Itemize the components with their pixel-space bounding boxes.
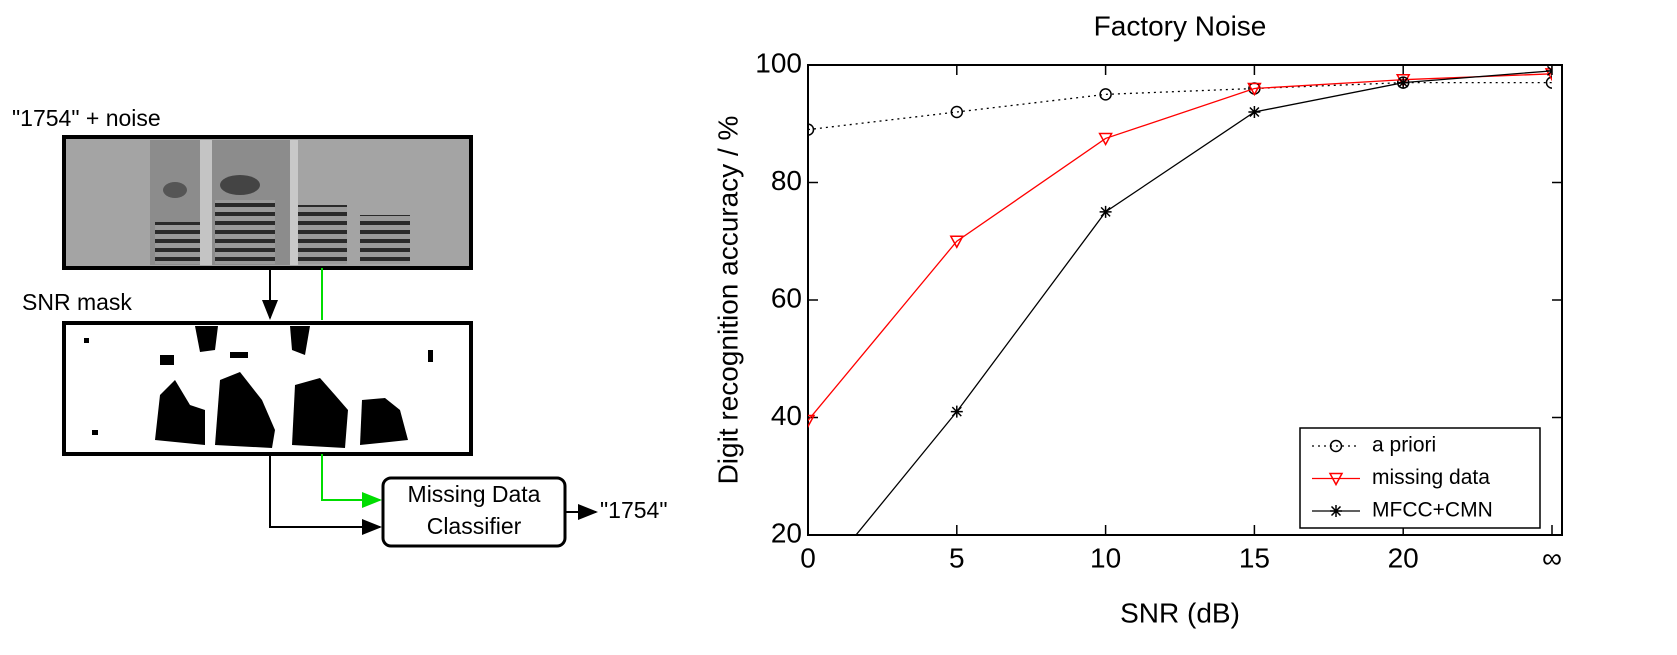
output-label: "1754" xyxy=(600,497,668,523)
mask-texture xyxy=(84,326,433,448)
marker xyxy=(1099,88,1112,101)
series-line xyxy=(808,73,1552,421)
series-group xyxy=(802,65,1552,600)
legend-label: a priori xyxy=(1372,434,1436,457)
x-tick-label: ∞ xyxy=(1542,542,1562,573)
plot: 20 40 60 80 100 0 5 10 15 20 ∞ a priori missing data… xyxy=(755,47,1563,600)
series-line xyxy=(855,70,1552,535)
y-tick-label: 80 xyxy=(771,165,802,196)
marker xyxy=(1248,106,1261,118)
marker xyxy=(950,405,963,418)
x-tick-label: 5 xyxy=(949,542,965,573)
y-axis-label: Digit recognition accuracy / % xyxy=(712,116,743,485)
legend-marker xyxy=(1330,505,1342,517)
legend-label: missing data xyxy=(1372,466,1490,489)
legend-marker xyxy=(1329,439,1343,453)
series-line xyxy=(808,81,1552,131)
x-tick-label: 0 xyxy=(800,542,816,573)
marker xyxy=(802,588,814,600)
y-tick-label: 20 xyxy=(771,517,802,548)
marker xyxy=(950,105,964,119)
legend-label: MFCC+CMN xyxy=(1372,499,1493,522)
marker xyxy=(1545,76,1552,89)
x-axis-label: SNR (dB) xyxy=(1120,597,1240,628)
marker xyxy=(1397,76,1410,89)
input-label: "1754" + noise xyxy=(12,105,161,131)
diagram: "1754" + noise SNR mask xyxy=(12,105,668,548)
classifier-label: Classifier xyxy=(427,513,522,539)
x-tick-label: 15 xyxy=(1239,542,1270,573)
marker xyxy=(1247,82,1262,97)
x-tick-label: 10 xyxy=(1090,542,1121,573)
spectrogram-texture xyxy=(150,140,410,265)
marker xyxy=(1098,132,1113,147)
mask-label: SNR mask xyxy=(22,289,132,315)
marker xyxy=(1099,205,1112,218)
chart-title: Factory Noise xyxy=(1094,10,1267,41)
marker xyxy=(808,414,816,429)
y-tick-label: 100 xyxy=(755,47,802,78)
marker xyxy=(949,235,965,249)
y-tick-label: 60 xyxy=(771,282,802,313)
x-tick-label: 20 xyxy=(1388,542,1419,573)
legend-marker xyxy=(1328,472,1344,487)
marker xyxy=(1546,65,1552,77)
classifier-label: Missing Data xyxy=(408,481,541,507)
marker xyxy=(808,123,815,136)
y-tick-label: 40 xyxy=(771,400,802,431)
